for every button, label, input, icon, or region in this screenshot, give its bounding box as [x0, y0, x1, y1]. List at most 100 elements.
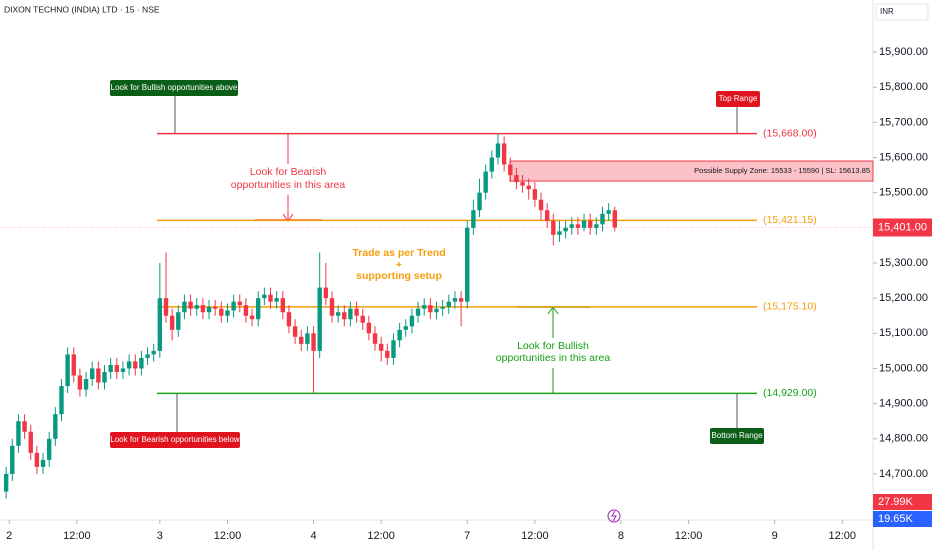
candle-body: [16, 421, 21, 446]
candle: [452, 291, 458, 309]
candle: [305, 326, 310, 351]
y-tick-label: 14,900.00: [879, 398, 928, 410]
candle-body: [569, 224, 574, 228]
y-tick-label: 15,500.00: [879, 187, 928, 199]
candle: [83, 371, 89, 397]
candle-body: [378, 343, 384, 351]
candle-body: [434, 308, 439, 313]
candle: [22, 414, 27, 439]
candle: [569, 217, 574, 235]
candle-body: [120, 368, 126, 372]
candle-body: [194, 305, 199, 309]
candle-body: [600, 213, 605, 225]
candle: [151, 343, 156, 362]
candle: [126, 354, 132, 376]
candle: [114, 357, 120, 380]
candle-body: [520, 182, 525, 186]
candle: [212, 299, 218, 316]
candle: [53, 407, 58, 446]
y-tick-label: 15,700.00: [879, 116, 928, 128]
candle: [176, 305, 181, 337]
candle-body: [544, 210, 550, 221]
annotation-text: supporting setup: [356, 270, 442, 282]
candle-body: [551, 220, 556, 235]
annotation-text: Trade as per Trend: [352, 247, 445, 259]
candle-body: [311, 333, 316, 351]
candle-body: [372, 333, 378, 344]
candle-body: [538, 199, 544, 211]
candle: [606, 203, 611, 221]
candle-body: [465, 227, 470, 302]
candle: [508, 157, 513, 183]
candle: [329, 291, 335, 323]
x-tick-label: 12:00: [367, 530, 395, 542]
level-label: (15,421.15): [763, 214, 817, 226]
candle-body: [323, 287, 329, 299]
candle-body: [262, 294, 267, 299]
candle-body: [446, 301, 451, 307]
candle: [342, 305, 347, 327]
candle-body: [139, 357, 144, 369]
candle-body: [10, 445, 15, 474]
y-tick-label: 15,100.00: [879, 327, 928, 339]
candle: [274, 291, 279, 309]
candle: [360, 308, 365, 330]
candle-body: [182, 301, 187, 313]
candle: [348, 301, 353, 327]
level-label: (15,668.00): [763, 127, 817, 139]
callout-box: [710, 428, 764, 444]
candle: [237, 294, 242, 313]
candle-body: [176, 312, 181, 330]
candle-body: [317, 287, 322, 351]
candle: [538, 192, 544, 221]
candle-body: [46, 438, 52, 460]
candle: [600, 206, 605, 232]
candle-body: [114, 364, 120, 372]
candle-body: [268, 294, 273, 302]
candle-body: [366, 322, 372, 334]
candle: [440, 299, 445, 316]
candle-body: [581, 220, 587, 228]
candle-body: [508, 164, 513, 176]
candle-body: [102, 371, 107, 383]
candle-body: [126, 361, 132, 369]
candle-body: [40, 459, 46, 467]
callout-text: Bottom Range: [711, 431, 763, 440]
candle: [231, 294, 236, 318]
currency-box: [875, 3, 929, 21]
candle-body: [163, 298, 169, 316]
candle: [90, 361, 95, 387]
candle: [3, 466, 9, 499]
candle-body: [606, 210, 611, 214]
candle-body: [53, 414, 58, 439]
candle-body: [495, 143, 501, 158]
candle-body: [440, 306, 445, 309]
event-icon[interactable]: [607, 509, 621, 523]
callout-box: [110, 432, 240, 448]
candle: [262, 287, 267, 306]
candle: [409, 308, 415, 334]
candle: [200, 298, 206, 320]
candle-body: [335, 312, 341, 316]
callout-box: [110, 80, 238, 96]
candle-body: [477, 192, 482, 211]
candle-body: [563, 227, 568, 232]
callout-text: Top Range: [719, 94, 758, 103]
annotations: Look for Bullish opportunities above Top…: [110, 80, 764, 523]
x-tick-label: 8: [618, 530, 624, 542]
candle-body: [157, 298, 163, 351]
candle-body: [409, 315, 415, 327]
candle: [59, 379, 64, 422]
candle-body: [231, 301, 236, 311]
candle-body: [237, 301, 242, 306]
candle-body: [225, 310, 230, 316]
chart-title: DIXON TECHNO (INDIA) LTD · 15 · NSE: [4, 4, 160, 14]
candle: [96, 361, 101, 390]
x-tick-label: 12:00: [63, 530, 91, 542]
candle-body: [34, 452, 40, 467]
candle: [292, 319, 298, 344]
callout-text: Look for Bearish opportunities below: [110, 435, 240, 444]
candle-body: [151, 350, 156, 355]
candle-body: [3, 473, 9, 492]
